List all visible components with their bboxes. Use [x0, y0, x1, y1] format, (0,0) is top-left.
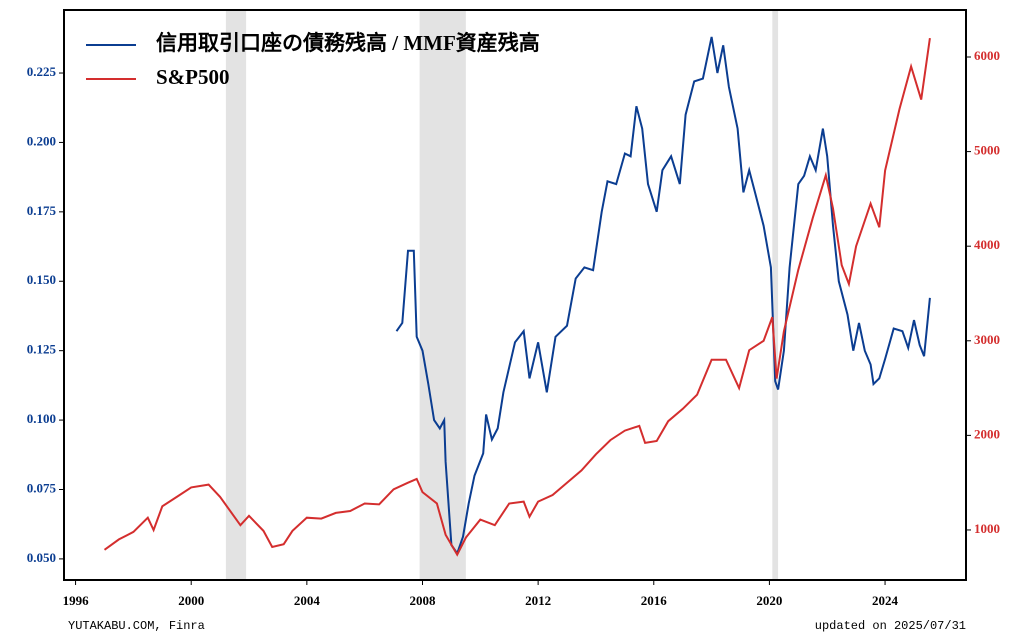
y2-tick-label: 2000 — [974, 426, 1000, 441]
recession-band — [772, 10, 779, 580]
y-tick-label: 0.225 — [27, 64, 57, 79]
y2-tick-label: 4000 — [974, 237, 1000, 252]
y-tick-label: 0.050 — [27, 550, 56, 565]
y-tick-label: 0.150 — [27, 272, 56, 287]
y2-tick-label: 1000 — [974, 521, 1000, 536]
y-tick-label: 0.100 — [27, 411, 56, 426]
legend-label: 信用取引口座の債務残高 / MMF資産残高 — [156, 31, 540, 55]
y-tick-label: 0.075 — [27, 480, 57, 495]
x-tick-label: 2016 — [641, 593, 668, 608]
y-tick-label: 0.175 — [27, 203, 57, 218]
x-tick-label: 2004 — [294, 593, 321, 608]
updated-note: updated on 2025/07/31 — [815, 619, 966, 633]
y2-tick-label: 5000 — [974, 143, 1000, 158]
plot-frame — [63, 9, 967, 581]
y-tick-label: 0.125 — [27, 342, 57, 357]
recession-band — [419, 10, 466, 580]
x-tick-label: 2012 — [525, 593, 551, 608]
y-tick-label: 0.200 — [27, 133, 56, 148]
y2-tick-label: 3000 — [974, 332, 1000, 347]
x-tick-label: 2024 — [872, 593, 899, 608]
recession-band — [225, 10, 247, 580]
y2-tick-label: 6000 — [974, 48, 1000, 63]
legend-label: S&P500 — [156, 65, 230, 89]
series-line — [395, 36, 931, 556]
x-tick-label: 2000 — [178, 593, 204, 608]
x-tick-label: 2008 — [409, 593, 436, 608]
source: YUTAKABU.COM, Finra — [68, 619, 205, 633]
series-line — [103, 37, 931, 557]
x-tick-label: 1996 — [63, 593, 90, 608]
x-tick-label: 2020 — [756, 593, 782, 608]
